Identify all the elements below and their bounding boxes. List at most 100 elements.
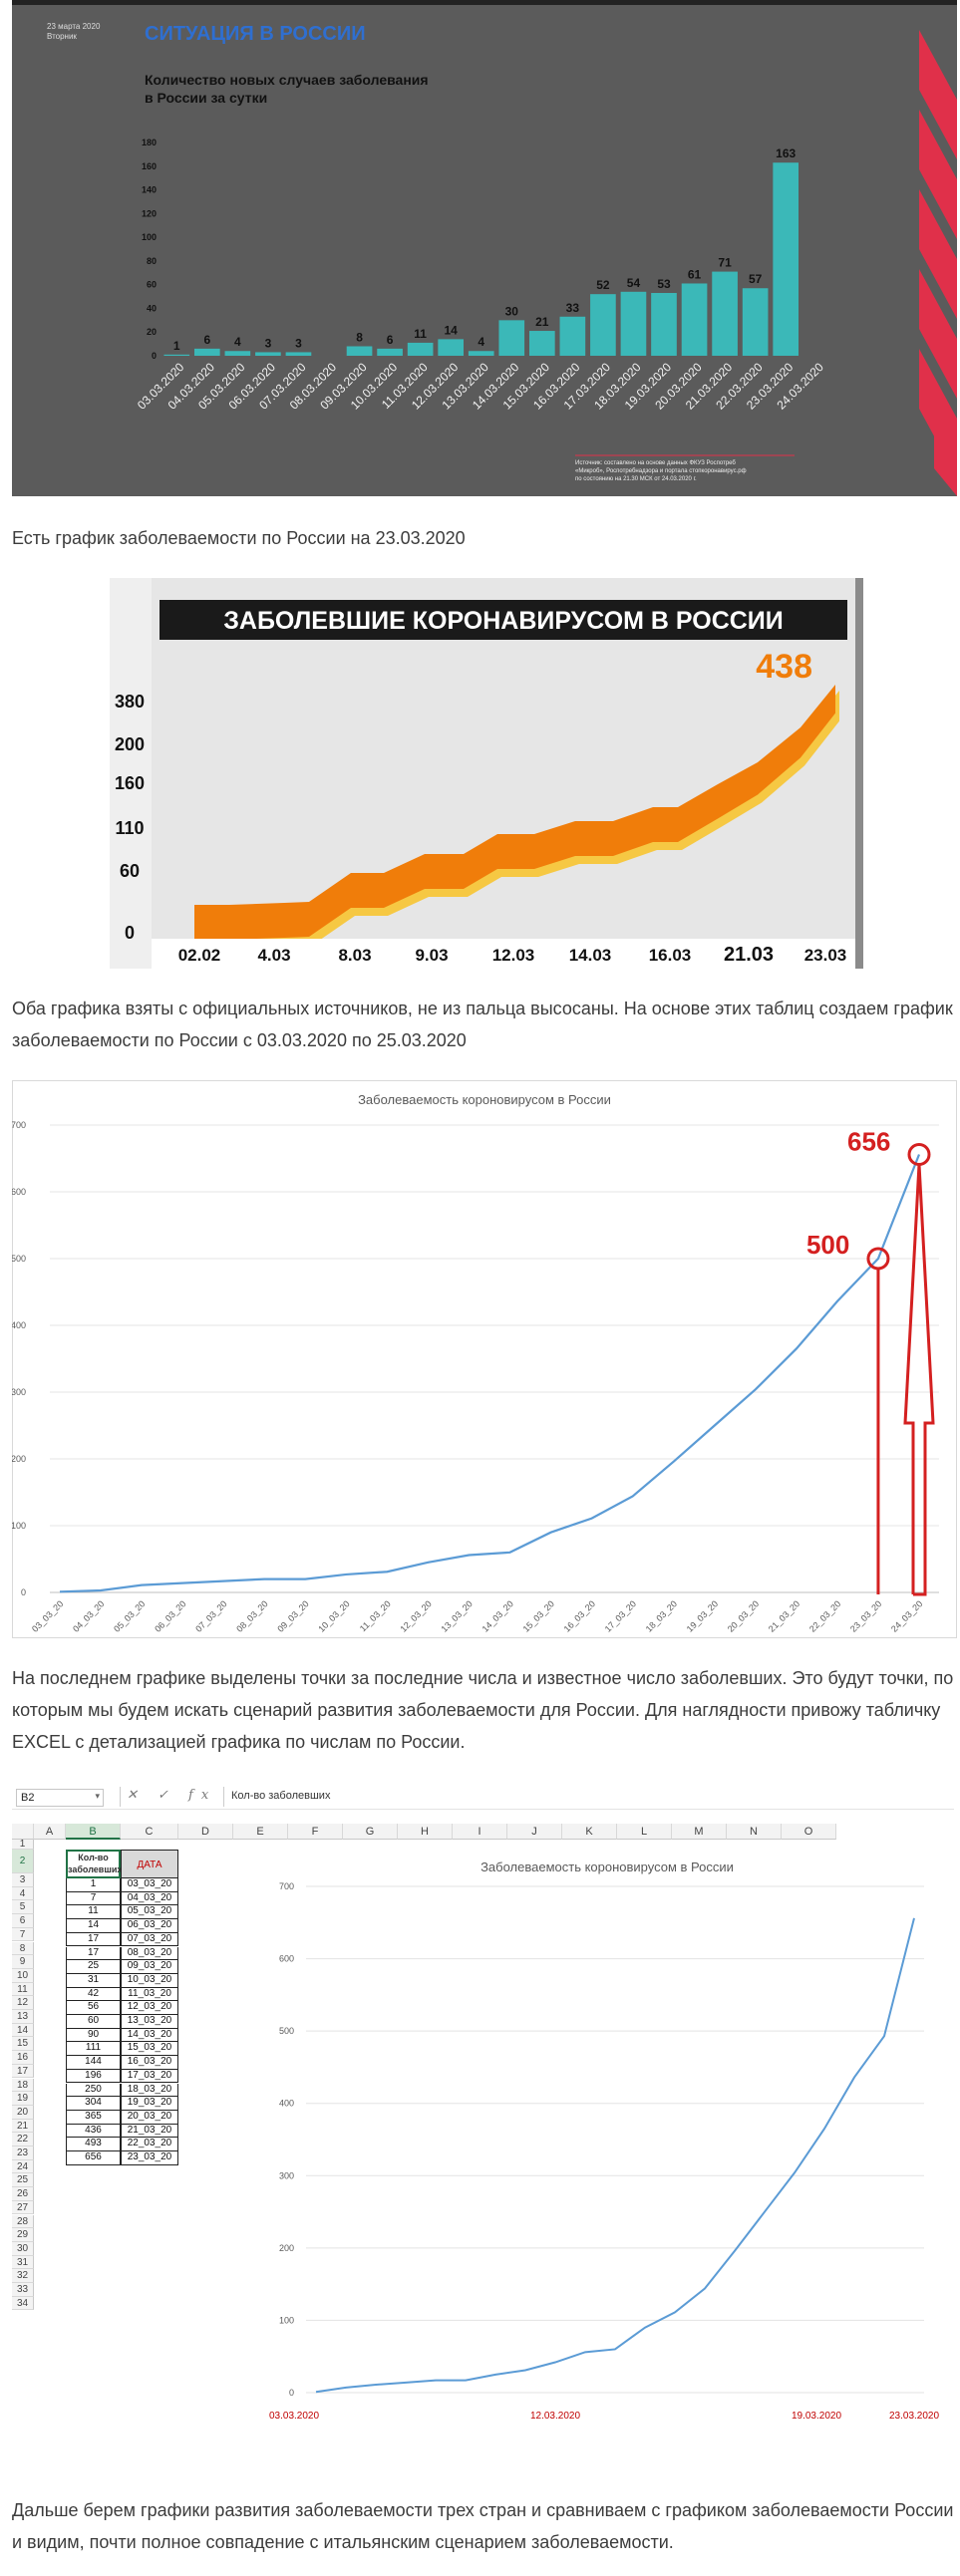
- cell-date[interactable]: 11_03_20: [121, 1987, 178, 2002]
- cell-count[interactable]: 17: [66, 1932, 121, 1947]
- cell-count[interactable]: 60: [66, 2015, 121, 2029]
- cell-date[interactable]: 12_03_20: [121, 2001, 178, 2015]
- cell-count[interactable]: 11: [66, 1905, 121, 1920]
- cell-date[interactable]: 22_03_20: [121, 2138, 178, 2151]
- row-header-31[interactable]: 31: [12, 2255, 34, 2270]
- row-header-9[interactable]: 9: [12, 1955, 34, 1969]
- row-header-7[interactable]: 7: [12, 1927, 34, 1942]
- row-header-12[interactable]: 12: [12, 1996, 34, 2010]
- cell-b2-header[interactable]: Кол-во заболевших: [66, 1850, 122, 1878]
- cell-count[interactable]: 7: [66, 1891, 121, 1906]
- row-header-1[interactable]: 1: [12, 1840, 34, 1850]
- bar-data-label: 30: [505, 304, 519, 318]
- column-header-d[interactable]: D: [178, 1824, 233, 1840]
- row-header-25[interactable]: 25: [12, 2173, 34, 2188]
- row-header-11[interactable]: 11: [12, 1982, 34, 1997]
- row-header-21[interactable]: 21: [12, 2119, 34, 2134]
- cell-date[interactable]: 09_03_20: [121, 1960, 178, 1974]
- cell-count[interactable]: 31: [66, 1973, 121, 1988]
- column-header-e[interactable]: E: [233, 1824, 288, 1840]
- column-header-m[interactable]: M: [672, 1824, 727, 1840]
- column-header-g[interactable]: G: [343, 1824, 398, 1840]
- cell-date[interactable]: 05_03_20: [121, 1905, 178, 1920]
- cell-date[interactable]: 20_03_20: [121, 2110, 178, 2125]
- cell-date[interactable]: 13_03_20: [121, 2015, 178, 2029]
- cell-count[interactable]: 144: [66, 2056, 121, 2070]
- cell-count[interactable]: 17: [66, 1946, 121, 1961]
- row-header-22[interactable]: 22: [12, 2133, 34, 2147]
- cell-count[interactable]: 111: [66, 2042, 121, 2057]
- column-header-n[interactable]: N: [727, 1824, 782, 1840]
- cell-count[interactable]: 42: [66, 1987, 121, 2002]
- row-header-27[interactable]: 27: [12, 2200, 34, 2215]
- column-header-c[interactable]: C: [121, 1824, 178, 1840]
- cell-count[interactable]: 436: [66, 2124, 121, 2139]
- cell-count[interactable]: 365: [66, 2110, 121, 2125]
- row-header-32[interactable]: 32: [12, 2269, 34, 2283]
- row-header-20[interactable]: 20: [12, 2105, 34, 2120]
- cell-count[interactable]: 493: [66, 2138, 121, 2151]
- row-header-6[interactable]: 6: [12, 1914, 34, 1928]
- cell-date[interactable]: 23_03_20: [121, 2151, 178, 2165]
- row-header-10[interactable]: 10: [12, 1968, 34, 1983]
- formula-icons[interactable]: ✕ ✓ fx: [127, 1788, 217, 1803]
- column-header-o[interactable]: O: [782, 1824, 836, 1840]
- cell-date[interactable]: 21_03_20: [121, 2124, 178, 2139]
- row-header-5[interactable]: 5: [12, 1900, 34, 1915]
- column-header-a[interactable]: A: [34, 1824, 66, 1840]
- row-header-28[interactable]: 28: [12, 2214, 34, 2229]
- cell-count[interactable]: 250: [66, 2083, 121, 2098]
- column-header-f[interactable]: F: [288, 1824, 343, 1840]
- row-header-30[interactable]: 30: [12, 2241, 34, 2256]
- cell-c2-header[interactable]: ДАТА: [121, 1850, 178, 1878]
- cell-date[interactable]: 04_03_20: [121, 1891, 178, 1906]
- row-header-14[interactable]: 14: [12, 2023, 34, 2038]
- row-header-29[interactable]: 29: [12, 2228, 34, 2242]
- cell-date[interactable]: 06_03_20: [121, 1919, 178, 1933]
- cell-date[interactable]: 07_03_20: [121, 1932, 178, 1947]
- cell-count[interactable]: 304: [66, 2097, 121, 2111]
- row-header-18[interactable]: 18: [12, 2078, 34, 2093]
- row-header-26[interactable]: 26: [12, 2187, 34, 2201]
- row-header-4[interactable]: 4: [12, 1886, 34, 1901]
- cell-date[interactable]: 18_03_20: [121, 2083, 178, 2098]
- column-header-l[interactable]: L: [617, 1824, 672, 1840]
- formula-input[interactable]: Кол-во заболевших: [231, 1790, 331, 1802]
- row-header-33[interactable]: 33: [12, 2283, 34, 2297]
- column-header-k[interactable]: K: [562, 1824, 617, 1840]
- cell-date[interactable]: 03_03_20: [121, 1878, 178, 1892]
- row-header-15[interactable]: 15: [12, 2037, 34, 2052]
- row-header-23[interactable]: 23: [12, 2147, 34, 2160]
- cell-count[interactable]: 14: [66, 1919, 121, 1933]
- cell-date[interactable]: 08_03_20: [121, 1946, 178, 1961]
- row-header-8[interactable]: 8: [12, 1941, 34, 1956]
- row-header-34[interactable]: 34: [12, 2296, 34, 2311]
- cell-date[interactable]: 19_03_20: [121, 2097, 178, 2111]
- column-header-b[interactable]: B: [66, 1824, 121, 1840]
- cell-count[interactable]: 56: [66, 2001, 121, 2015]
- row-header-24[interactable]: 24: [12, 2159, 34, 2174]
- sheet-grid[interactable]: Заболеваемость короновирусом в России 0 1…: [12, 1824, 954, 2461]
- row-header-17[interactable]: 17: [12, 2064, 34, 2079]
- row-header-13[interactable]: 13: [12, 2010, 34, 2024]
- cell-date[interactable]: 10_03_20: [121, 1973, 178, 1988]
- cell-date[interactable]: 14_03_20: [121, 2028, 178, 2043]
- select-all-corner[interactable]: [12, 1824, 34, 1840]
- cell-count[interactable]: 196: [66, 2069, 121, 2084]
- column-header-j[interactable]: J: [507, 1824, 562, 1840]
- cell-date[interactable]: 15_03_20: [121, 2042, 178, 2057]
- name-box[interactable]: B2: [16, 1789, 104, 1807]
- cell-count[interactable]: 25: [66, 1960, 121, 1974]
- cell-date[interactable]: 16_03_20: [121, 2056, 178, 2070]
- cell-count[interactable]: 1: [66, 1878, 121, 1892]
- excel-embedded-chart[interactable]: Заболеваемость короновирусом в России 0 1…: [266, 1850, 949, 2449]
- column-header-h[interactable]: H: [398, 1824, 453, 1840]
- row-header-2[interactable]: 2: [12, 1850, 34, 1873]
- row-header-16[interactable]: 16: [12, 2051, 34, 2065]
- column-header-i[interactable]: I: [453, 1824, 507, 1840]
- row-header-19[interactable]: 19: [12, 2092, 34, 2106]
- cell-date[interactable]: 17_03_20: [121, 2069, 178, 2084]
- cell-count[interactable]: 90: [66, 2028, 121, 2043]
- row-header-3[interactable]: 3: [12, 1873, 34, 1887]
- cell-count[interactable]: 656: [66, 2151, 121, 2165]
